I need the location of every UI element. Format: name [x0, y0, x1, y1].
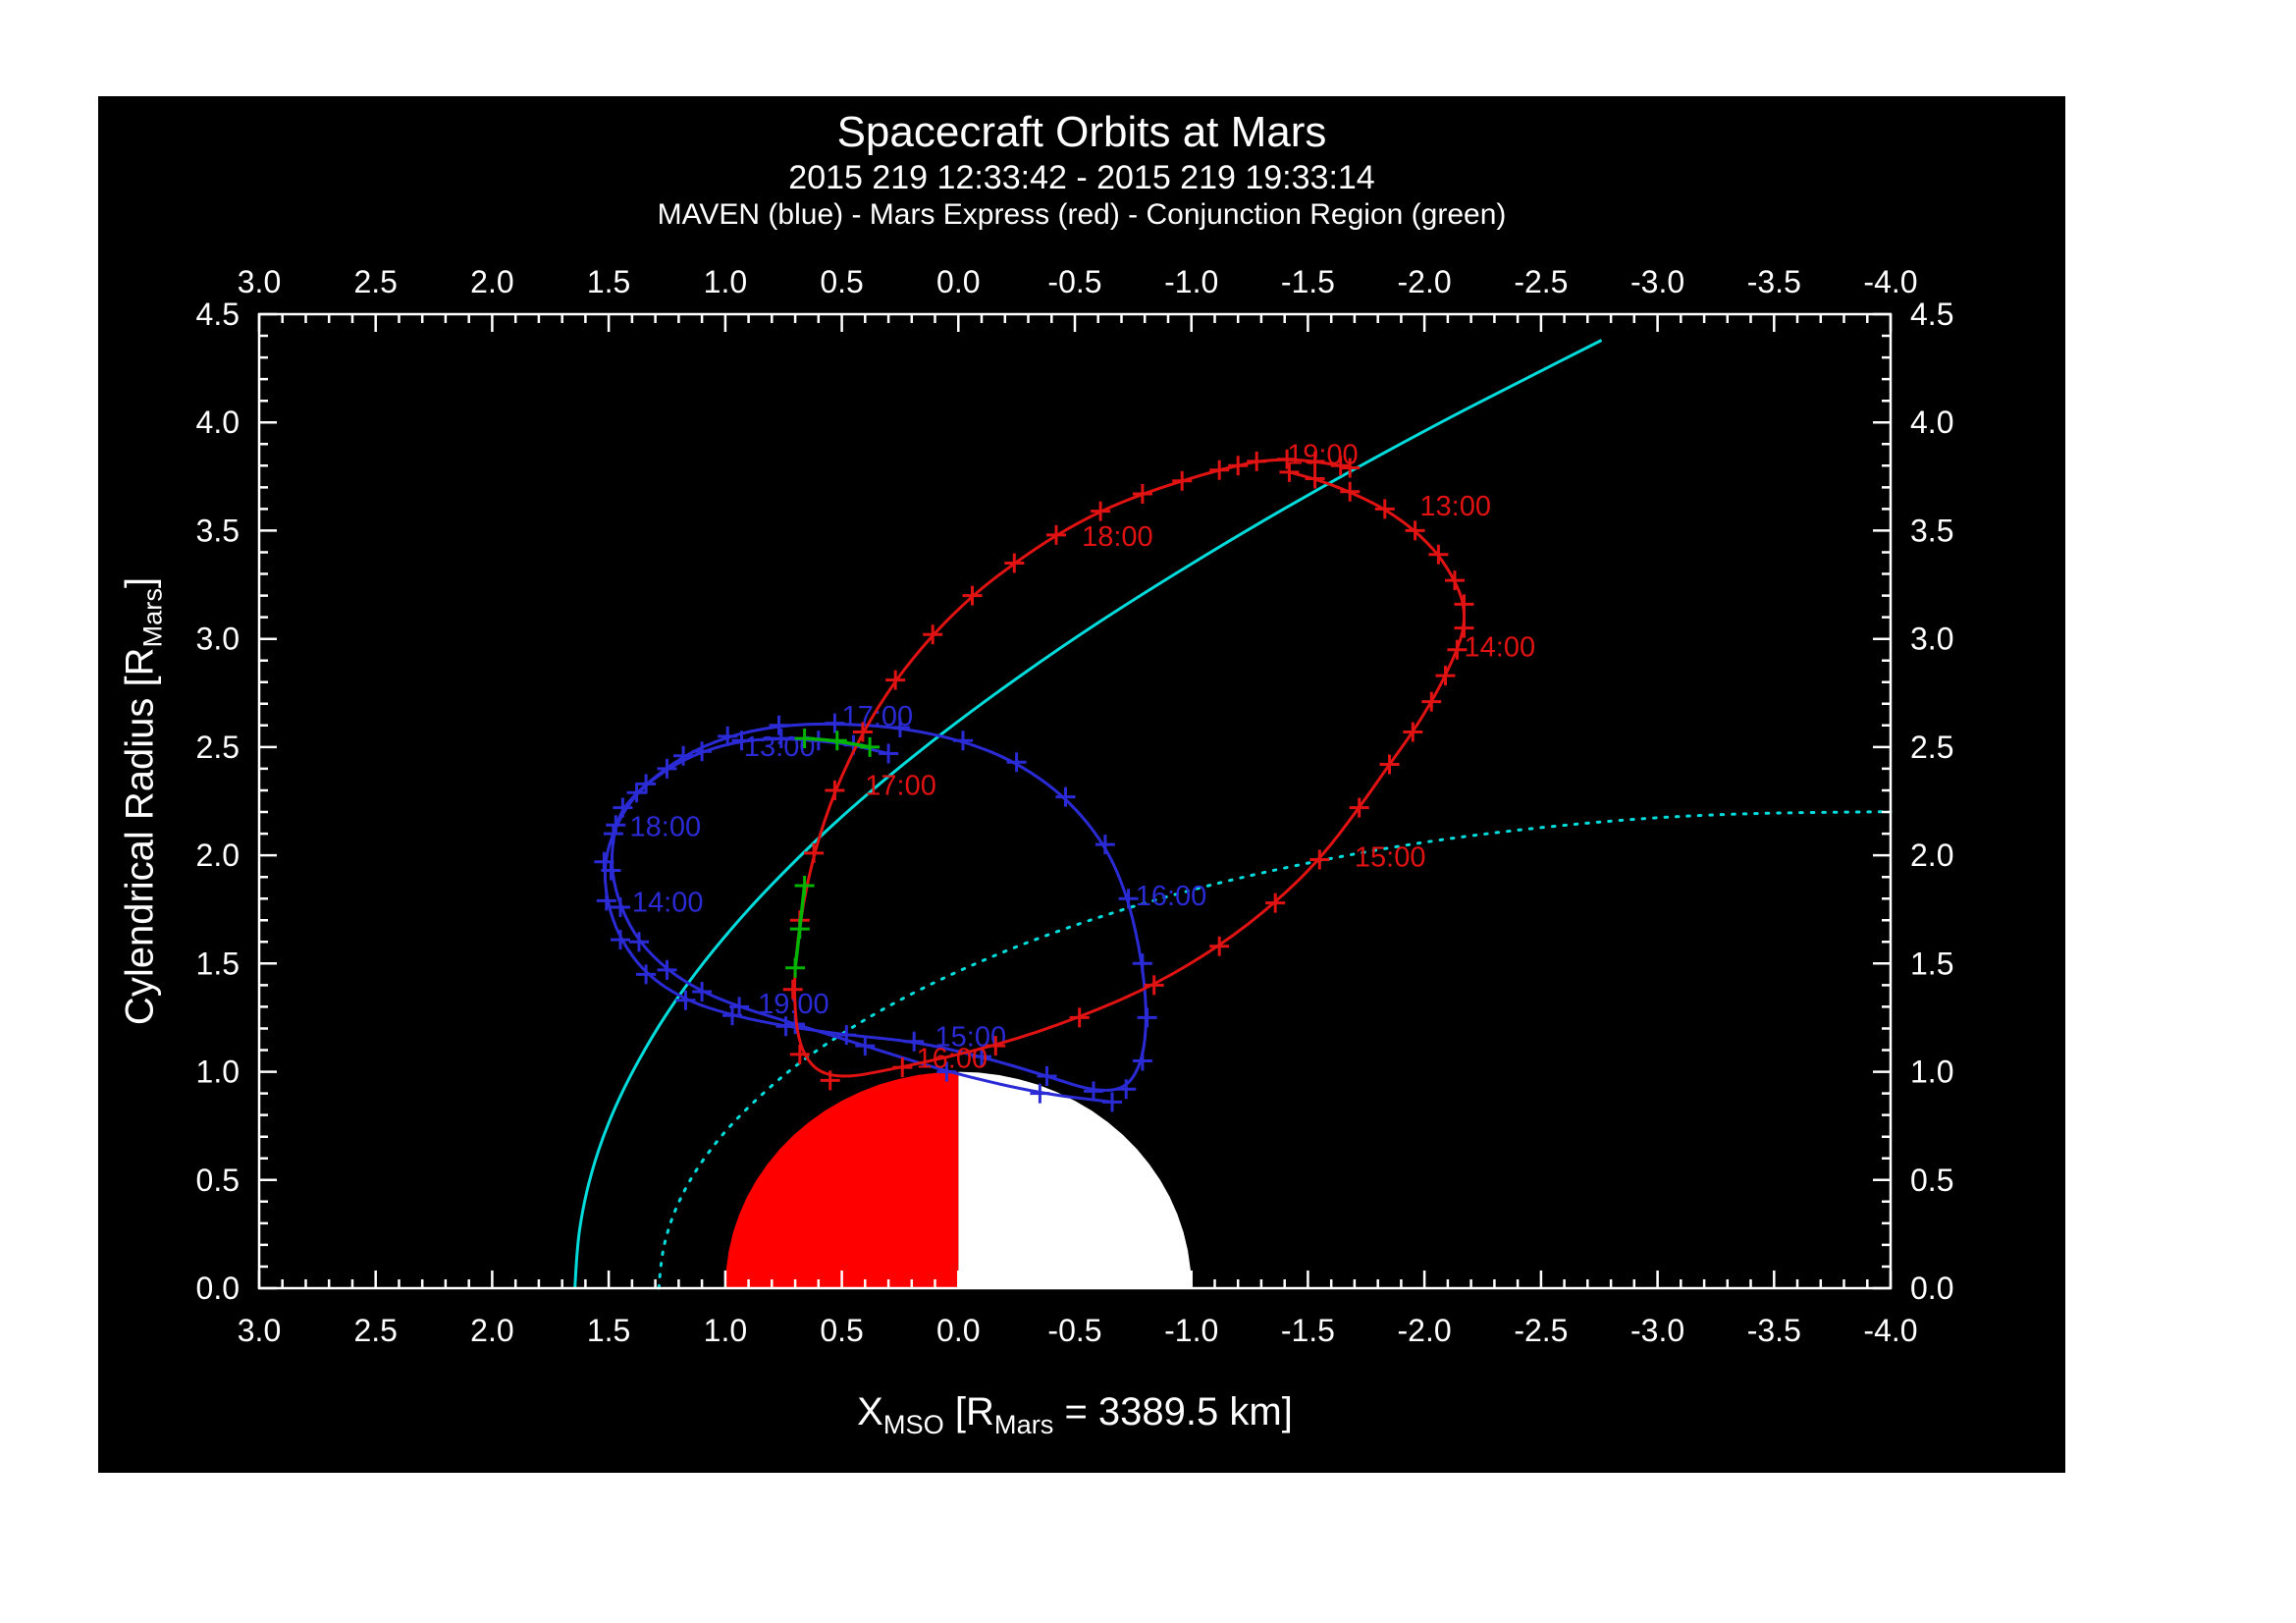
- x-tick-label-bottom: -2.5: [1514, 1313, 1568, 1348]
- x-tick-label-top: -2.5: [1514, 264, 1568, 299]
- mex-time-label: 15:00: [1355, 841, 1426, 873]
- x-axis-label-pre: X: [857, 1390, 883, 1434]
- x-axis-label-sub1: MSO: [882, 1409, 944, 1439]
- mars-dayside: [724, 1071, 959, 1288]
- y-tick-label-right: 1.5: [1910, 946, 1953, 981]
- y-tick-label-right: 4.5: [1910, 297, 1953, 332]
- conjunction-markers: [785, 876, 815, 978]
- x-tick-label-bottom: -3.0: [1630, 1313, 1684, 1348]
- maven-orbit-path: [603, 722, 1148, 1104]
- mex-orbit-markers: [782, 449, 1474, 1091]
- chart-legend-line: MAVEN (blue) - Mars Express (red) - Conj…: [657, 198, 1507, 231]
- x-tick-label-top: 1.0: [704, 264, 747, 299]
- maven-time-label: 18:00: [630, 812, 702, 843]
- y-tick-label-right: 3.5: [1910, 513, 1953, 548]
- orbit-chart: 13:0014:0015:0016:0017:0018:0019:0013:00…: [196, 264, 1954, 1348]
- y-tick-label-left: 0.5: [196, 1163, 240, 1198]
- plot-panel: Spacecraft Orbits at Mars 2015 219 12:33…: [98, 96, 2065, 1473]
- x-tick-label-bottom: 3.0: [238, 1313, 281, 1348]
- axis-ticks: [257, 312, 1893, 1290]
- x-axis-label-post: = 3389.5 km]: [1053, 1390, 1293, 1434]
- mex-time-label: 14:00: [1465, 632, 1536, 664]
- x-tick-label-bottom: 0.0: [936, 1313, 980, 1348]
- x-tick-label-bottom: 2.0: [470, 1313, 513, 1348]
- chart-title: Spacecraft Orbits at Mars: [836, 108, 1327, 156]
- mex-time-label: 17:00: [865, 771, 936, 802]
- x-axis-label-sub2: Mars: [993, 1409, 1054, 1439]
- x-tick-label-top: -4.0: [1863, 264, 1917, 299]
- y-axis-label-pre: Cylendrical Radius [R: [118, 647, 162, 1026]
- y-tick-label-left: 4.0: [196, 405, 240, 440]
- mex-time-label: 19:00: [1287, 439, 1359, 470]
- x-tick-label-top: 2.0: [470, 264, 513, 299]
- mex-time-label: 16:00: [917, 1043, 988, 1074]
- x-tick-label-bottom: 1.5: [587, 1313, 630, 1348]
- y-tick-label-left: 3.5: [196, 513, 240, 548]
- x-tick-label-top: 0.5: [820, 264, 863, 299]
- maven-time-label: 16:00: [1136, 881, 1207, 912]
- x-tick-label-top: -1.5: [1281, 264, 1335, 299]
- x-tick-label-bottom: -1.0: [1164, 1313, 1218, 1348]
- y-tick-label-right: 2.0: [1910, 838, 1953, 873]
- y-axis-label-post: ]: [118, 576, 162, 589]
- x-tick-label-bottom: 0.5: [820, 1313, 863, 1348]
- x-tick-label-top: -3.0: [1630, 264, 1684, 299]
- x-tick-label-bottom: -0.5: [1047, 1313, 1101, 1348]
- conjunction-markers: [794, 729, 881, 757]
- y-tick-label-left: 2.5: [196, 730, 240, 765]
- y-tick-label-left: 0.0: [196, 1271, 240, 1306]
- y-tick-label-left: 4.5: [196, 297, 240, 332]
- x-tick-label-bottom: -2.0: [1398, 1313, 1452, 1348]
- x-tick-label-bottom: -4.0: [1863, 1313, 1917, 1348]
- y-tick-label-right: 0.0: [1910, 1271, 1953, 1306]
- y-tick-label-left: 1.5: [196, 946, 240, 981]
- x-tick-label-top: 0.0: [936, 264, 980, 299]
- chart-subtitle: 2015 219 12:33:42 - 2015 219 19:33:14: [788, 159, 1375, 196]
- maven-orbit-markers: [594, 713, 1157, 1112]
- x-tick-label-top: -0.5: [1047, 264, 1101, 299]
- x-axis-label: XMSO [RMars = 3389.5 km]: [259, 1390, 1891, 1440]
- y-tick-label-left: 3.0: [196, 622, 240, 657]
- maven-time-label: 14:00: [632, 888, 704, 919]
- x-tick-label-top: 1.5: [587, 264, 630, 299]
- y-tick-label-right: 0.5: [1910, 1163, 1953, 1198]
- boundary-curve-solid: [573, 339, 1603, 1289]
- y-tick-label-right: 4.0: [1910, 405, 1953, 440]
- y-tick-label-right: 3.0: [1910, 622, 1953, 657]
- y-tick-label-right: 1.0: [1910, 1055, 1953, 1090]
- x-tick-label-top: 3.0: [238, 264, 281, 299]
- x-tick-label-top: -3.5: [1747, 264, 1801, 299]
- x-tick-label-top: -1.0: [1164, 264, 1218, 299]
- x-tick-label-bottom: -1.5: [1281, 1313, 1335, 1348]
- y-tick-label-right: 2.5: [1910, 730, 1953, 765]
- boundary-curve-dotted: [657, 810, 1893, 1290]
- x-tick-label-bottom: 2.5: [353, 1313, 397, 1348]
- x-tick-label-bottom: 1.0: [704, 1313, 747, 1348]
- mex-time-label: 13:00: [1419, 491, 1491, 522]
- x-tick-label-top: 2.5: [353, 264, 397, 299]
- x-tick-label-top: -2.0: [1398, 264, 1452, 299]
- y-axis-label: Cylendrical Radius [RMars]: [119, 577, 169, 1025]
- y-axis-label-sub: Mars: [136, 588, 168, 648]
- maven-time-label: 17:00: [842, 701, 914, 732]
- x-axis-label-mid: [R: [943, 1390, 994, 1434]
- y-tick-label-left: 2.0: [196, 838, 240, 873]
- mex-time-label: 18:00: [1082, 521, 1153, 553]
- x-tick-label-bottom: -3.5: [1747, 1313, 1801, 1348]
- mars-nightside: [958, 1071, 1192, 1288]
- y-tick-label-left: 1.0: [196, 1055, 240, 1090]
